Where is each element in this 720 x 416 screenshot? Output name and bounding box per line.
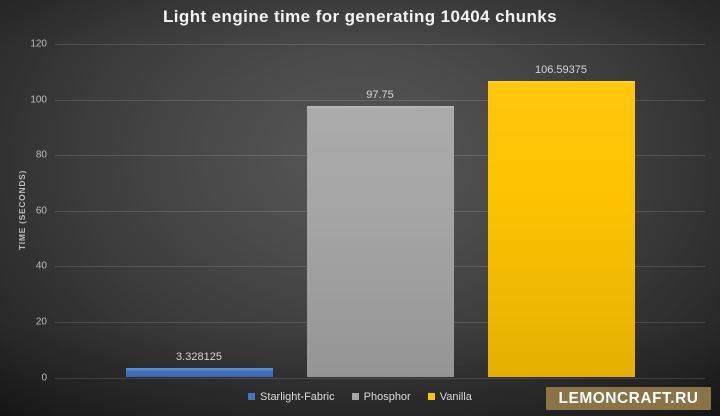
bar-phosphor [306, 105, 454, 378]
bar-starlight-fabric [125, 368, 273, 378]
legend-swatch-icon [248, 393, 256, 400]
gridline-120 [55, 44, 705, 45]
legend: Starlight-Fabric Phosphor Vanilla [0, 389, 720, 404]
y-tick-label-80: 80 [35, 149, 47, 161]
legend-item-phosphor: Phosphor [351, 390, 411, 403]
bar-value-vanilla: 106.59375 [535, 64, 587, 77]
legend-label: Phosphor [363, 390, 411, 403]
gridline-0 [55, 377, 705, 379]
watermark-badge: LEMONCRAFT.RU [546, 387, 711, 410]
bar-value-phosphor: 97.75 [366, 88, 394, 101]
y-tick-label-0: 0 [41, 372, 47, 383]
gridline-100 [55, 99, 705, 101]
y-tick-label-120: 120 [30, 38, 47, 50]
y-tick-label-20: 20 [35, 316, 47, 328]
y-tick-label-100: 100 [30, 94, 47, 106]
legend-swatch-icon [427, 393, 435, 400]
bar-vanilla [487, 81, 635, 378]
bar-value-starlight-fabric: 3.328125 [176, 351, 222, 364]
legend-swatch-icon [351, 393, 359, 400]
legend-item-vanilla: Vanilla [427, 390, 472, 403]
legend-label: Vanilla [439, 390, 472, 403]
legend-label: Starlight-Fabric [260, 390, 335, 403]
chart-title: Light engine time for generating 10404 c… [163, 7, 557, 26]
y-tick-label-40: 40 [35, 260, 47, 272]
y-tick-label-60: 60 [35, 205, 47, 217]
legend-item-starlight-fabric: Starlight-Fabric [248, 391, 335, 403]
